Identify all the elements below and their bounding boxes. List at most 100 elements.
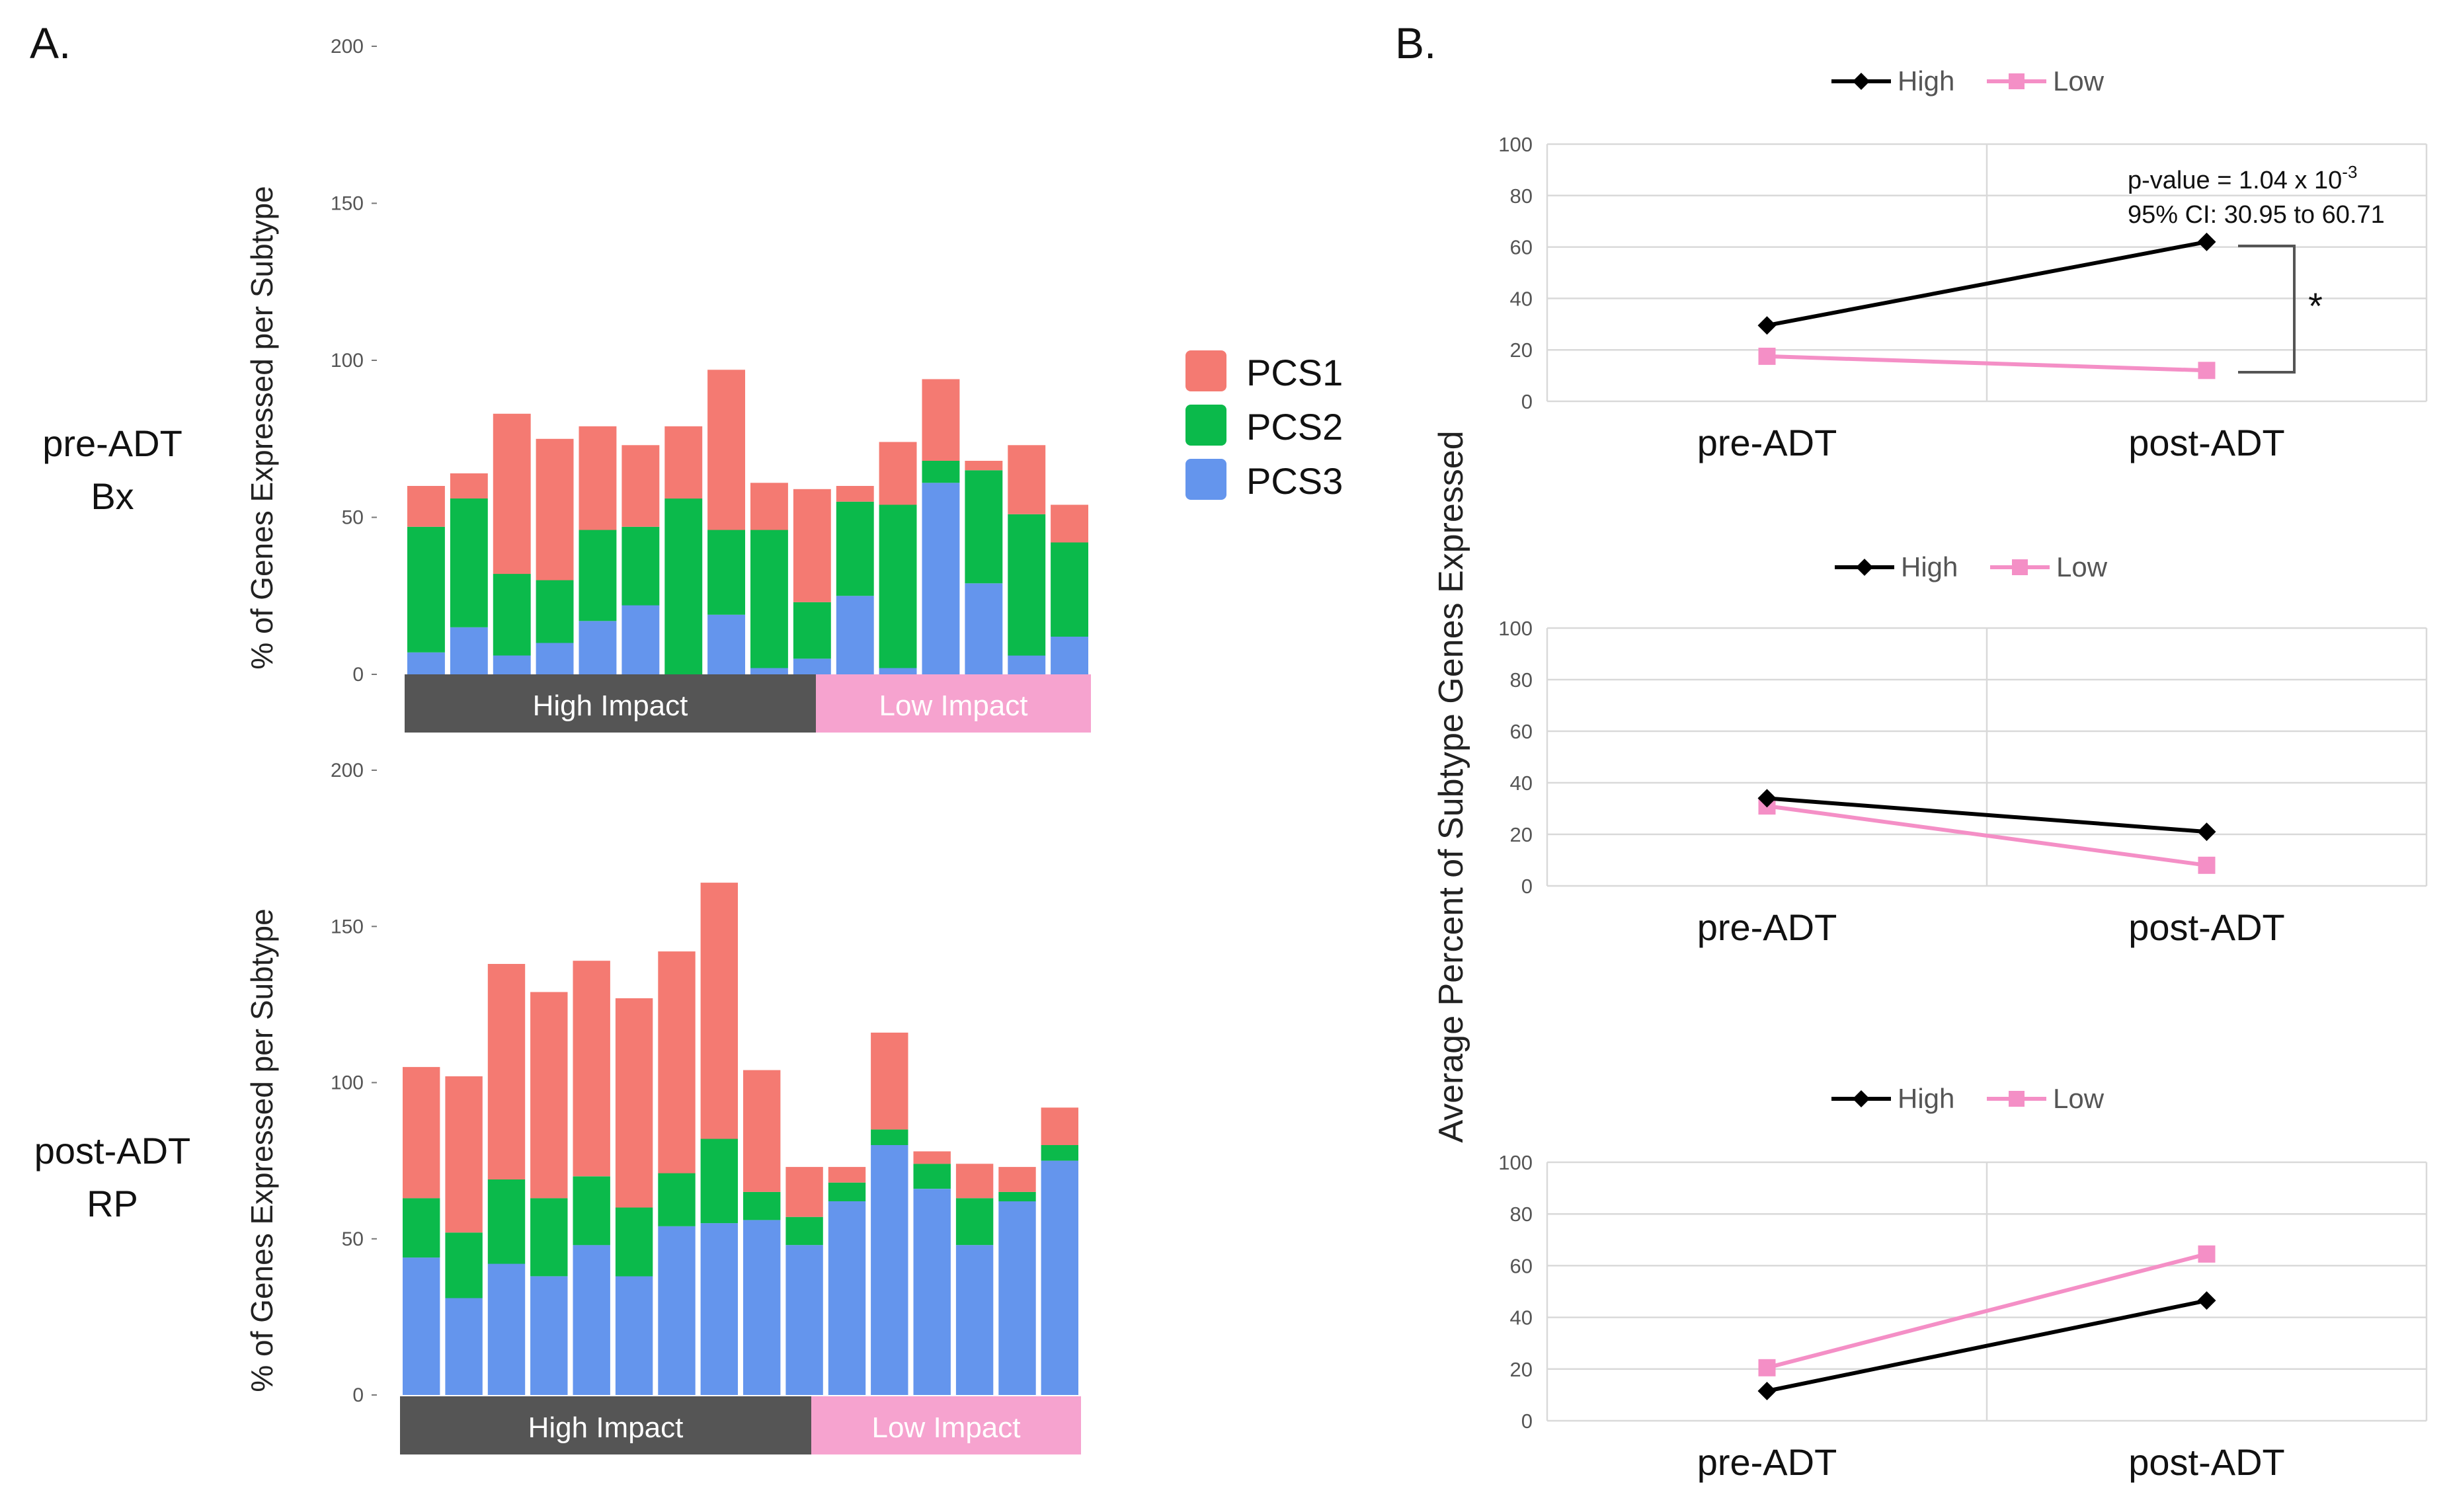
category-label: post-ADT <box>2128 422 2285 463</box>
ytick-label: 200 <box>331 36 364 58</box>
bar-pcs2-13 <box>913 1164 951 1189</box>
bar-pcs3-13 <box>913 1189 951 1395</box>
ytick-label: 40 <box>1510 1306 1533 1330</box>
ytick-label: 40 <box>1510 287 1533 310</box>
row-label-post-line2: RP <box>87 1183 138 1224</box>
bar-pcs3-7 <box>658 1226 696 1395</box>
bar-pcs2-11 <box>828 1182 866 1201</box>
bar-pcs3-13 <box>922 483 960 675</box>
ci-text: 95% CI: 30.95 to 60.71 <box>2128 201 2385 229</box>
chart-a-top: 0 50 100 150 200 % of Genes Expressed per Su… <box>245 36 1091 733</box>
bar-pcs1-12 <box>879 442 917 505</box>
pvalue-text: p-value = 1.04 x 10-3 <box>2128 162 2357 194</box>
category-label: post-ADT <box>2128 906 2285 948</box>
bar-pcs2-12 <box>879 504 917 668</box>
bar-pcs2-16 <box>1051 542 1088 637</box>
legend-item-pcs2: PCS2 <box>1185 405 1343 448</box>
bar-pcs1-6 <box>615 998 653 1208</box>
bar-pcs3-8 <box>707 614 745 675</box>
point-high-2 <box>2197 1291 2216 1310</box>
ytick-label: 20 <box>1510 338 1533 362</box>
chart-a-bottom: 0 50 100 150 200 % of Genes Expressed per Su… <box>245 760 1081 1454</box>
bar-pcs2-15 <box>1008 514 1046 656</box>
bar-pcs2-4 <box>536 580 574 643</box>
ytick-label: 150 <box>331 916 364 937</box>
bar-pcs2-5 <box>579 530 617 621</box>
bar-pcs2-3 <box>487 1179 526 1264</box>
bar-pcs1-16 <box>1051 504 1088 543</box>
point-low-1 <box>1758 1359 1776 1376</box>
bar-pcs3-10 <box>793 658 831 675</box>
bar-pcs3-9 <box>743 1220 781 1395</box>
legend-label-pcs3: PCS3 <box>1246 460 1343 502</box>
point-high-2 <box>2197 822 2216 842</box>
bar-pcs1-10 <box>785 1167 823 1217</box>
ytick-label: 0 <box>1521 390 1533 413</box>
bar-pcs2-2 <box>450 498 488 627</box>
bar-pcs2-1 <box>407 526 445 653</box>
point-low-2 <box>2198 362 2216 379</box>
legend-swatch-pcs1 <box>1185 350 1226 391</box>
bar-pcs2-12 <box>871 1129 908 1145</box>
bar-pcs1-1 <box>403 1066 440 1199</box>
low-impact-band-top <box>816 674 1091 733</box>
bar-pcs3-8 <box>700 1223 738 1395</box>
bar-pcs1-7 <box>658 951 696 1174</box>
bar-pcs1-13 <box>922 379 960 461</box>
row-label-pre: pre-ADT Bx <box>42 422 182 517</box>
series-line-high <box>1767 796 2207 834</box>
bar-pcs2-3 <box>493 574 531 656</box>
bar-pcs3-2 <box>450 627 488 675</box>
row-label-pre-line2: Bx <box>91 475 134 517</box>
low-impact-label-top: Low Impact <box>879 690 1028 722</box>
point-high-1 <box>1757 316 1777 335</box>
legend-label-high: High <box>1898 65 1954 97</box>
ytick-label: 0 <box>352 664 364 686</box>
legend-marker-high <box>1853 1090 1870 1107</box>
chart-a-bottom-bars <box>403 883 1078 1395</box>
legend-swatch-pcs2 <box>1185 405 1226 446</box>
bar-pcs3-11 <box>828 1201 866 1395</box>
bar-pcs1-13 <box>913 1151 951 1164</box>
ytick-label: 40 <box>1510 772 1533 795</box>
row-label-post: post-ADT RP <box>34 1130 191 1224</box>
legend-b-bottom: High Low <box>1831 1083 2105 1114</box>
bar-pcs1-1 <box>407 486 445 527</box>
chart-a-bottom-yticks: 0 50 100 150 200 <box>331 760 377 1406</box>
bar-pcs3-15 <box>998 1201 1036 1395</box>
bar-pcs3-4 <box>530 1276 568 1395</box>
bar-pcs3-10 <box>785 1245 823 1395</box>
bar-pcs2-9 <box>743 1191 781 1220</box>
legend-label-low: Low <box>2056 551 2108 582</box>
bar-pcs1-14 <box>955 1164 994 1199</box>
point-low-1 <box>1758 347 1776 365</box>
category-label: pre-ADT <box>1697 906 1837 948</box>
ytick-label: 100 <box>1498 617 1533 640</box>
low-impact-label-bottom: Low Impact <box>872 1412 1021 1444</box>
bar-pcs2-13 <box>922 461 960 483</box>
bar-pcs2-14 <box>965 470 1003 584</box>
pvalue-base: p-value = 1.04 x 10 <box>2128 167 2342 194</box>
panel-b-letter: B. <box>1395 19 1436 67</box>
group-band-high-bottom: High Impact <box>400 1396 811 1454</box>
ytick-label: 60 <box>1510 236 1533 259</box>
bar-pcs1-8 <box>700 883 738 1139</box>
ytick-label: 100 <box>331 1072 364 1094</box>
high-impact-band-bottom <box>400 1396 811 1454</box>
point-high-1 <box>1757 1382 1777 1401</box>
bar-pcs3-2 <box>445 1298 483 1395</box>
high-impact-band-top <box>405 674 816 733</box>
legend-marker-low <box>2009 1091 2025 1107</box>
legend-b-middle: High Low <box>1835 551 2108 582</box>
legend-label-high: High <box>1901 551 1958 582</box>
bar-pcs2-6 <box>615 1207 653 1277</box>
bar-pcs3-3 <box>493 655 531 674</box>
significance-annotation: p-value = 1.04 x 10-3 95% CI: 30.95 to 6… <box>2128 162 2385 374</box>
ytick-label: 0 <box>352 1384 364 1406</box>
chart-b-middle: High Low 0 20 40 60 80 100 pre-ADT post-ADT <box>1498 551 2428 948</box>
ytick-label: 100 <box>1498 1151 1533 1174</box>
bar-pcs1-2 <box>450 473 488 498</box>
bar-pcs2-10 <box>785 1216 823 1246</box>
point-high-2 <box>2197 232 2216 251</box>
